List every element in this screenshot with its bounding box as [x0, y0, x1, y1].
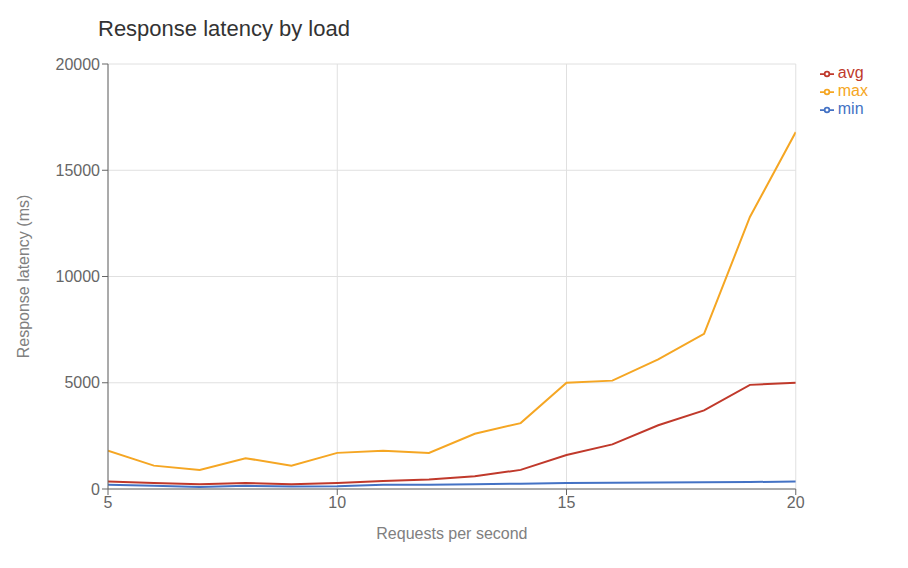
svg-text:20000: 20000 — [56, 56, 101, 73]
svg-text:5: 5 — [104, 494, 113, 511]
svg-text:10000: 10000 — [56, 268, 101, 285]
html-text:Response latency by load: Response latency by load — [98, 16, 350, 41]
svg-text:Requests per second: Requests per second — [376, 525, 527, 542]
svg-text:10: 10 — [328, 494, 346, 511]
html-text:max: max — [837, 82, 868, 99]
svg-text:0: 0 — [91, 481, 100, 498]
svg-text:Response latency (ms): Response latency (ms) — [15, 195, 32, 359]
svg-text:5000: 5000 — [64, 374, 100, 391]
html-text:avg: avg — [837, 64, 864, 81]
html-text:min: min — [837, 100, 864, 117]
svg-text:20: 20 — [787, 494, 805, 511]
svg-text:15: 15 — [558, 494, 576, 511]
svg-text:15000: 15000 — [56, 162, 101, 179]
